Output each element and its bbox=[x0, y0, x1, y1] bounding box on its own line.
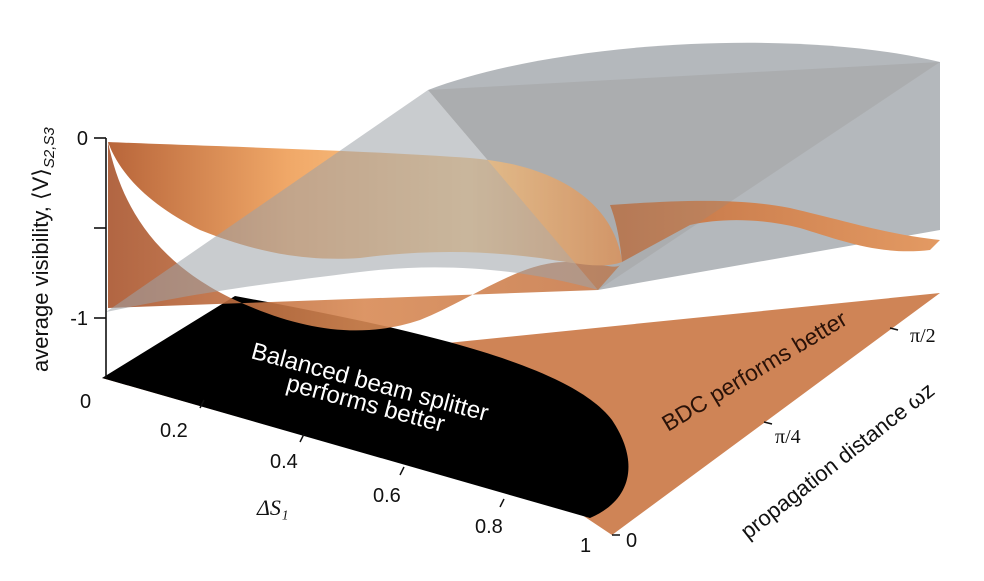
x-tick-label-04: 0.4 bbox=[270, 451, 298, 473]
x-tick-08 bbox=[499, 498, 505, 508]
x-tick-04 bbox=[299, 433, 305, 443]
z-axis-label-subscript: S2,S3 bbox=[41, 127, 58, 169]
orange-surface-tail bbox=[610, 200, 940, 262]
y-tick-label-pi2: π/2 bbox=[910, 325, 936, 347]
x-tick-label-02: 0.2 bbox=[160, 420, 188, 442]
z-tick-label-minus-1: -1 bbox=[70, 308, 88, 330]
x-tick-label-0: 0 bbox=[80, 391, 91, 413]
x-tick-label-1: 1 bbox=[580, 535, 591, 557]
grey-surface-near bbox=[106, 90, 598, 312]
y-tick-pi2 bbox=[889, 327, 899, 331]
z-axis-label: average visibility, ⟨V⟩S2,S3 bbox=[28, 127, 58, 372]
x-tick-06 bbox=[399, 466, 405, 476]
z-axis-label-main: average visibility, ⟨V⟩ bbox=[28, 168, 53, 372]
x-axis-label: ΔS₁ bbox=[256, 495, 289, 520]
x-tick-label-06: 0.6 bbox=[373, 485, 401, 507]
x-tick-label-08: 0.8 bbox=[475, 516, 503, 538]
beam-splitter-region bbox=[102, 296, 629, 518]
y-tick-label-0: 0 bbox=[626, 530, 637, 552]
x-tick-02 bbox=[199, 399, 205, 409]
grey-surface-band bbox=[428, 62, 940, 290]
y-tick-label-pi4: π/4 bbox=[775, 426, 801, 448]
y-tick-pi4 bbox=[763, 421, 773, 425]
z-tick-label-0: 0 bbox=[77, 128, 88, 150]
